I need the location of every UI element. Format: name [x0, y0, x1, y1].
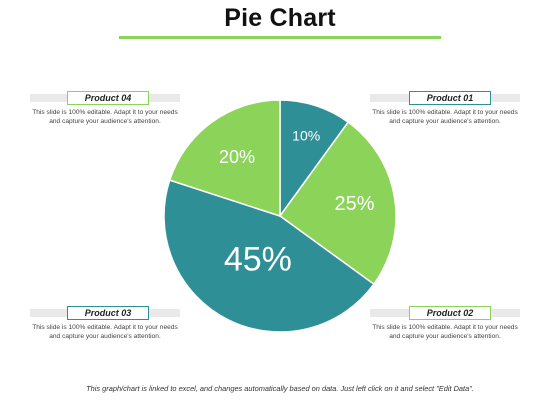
pie-slice-label-4: 20% — [219, 147, 255, 167]
product-01-bar: Product 01 — [370, 91, 520, 105]
product-03-label: Product 03 — [67, 306, 149, 320]
product-01-callout: Product 01 This slide is 100% editable. … — [370, 91, 520, 126]
product-03-bar: Product 03 — [30, 306, 180, 320]
product-02-description: This slide is 100% editable. Adapt it to… — [372, 324, 518, 340]
pie-slice-label-3: 45% — [224, 240, 292, 278]
product-04-label: Product 04 — [67, 91, 149, 105]
title-underline — [119, 36, 441, 39]
pie-slice-3 — [163, 179, 375, 333]
pie-slice-4 — [168, 99, 281, 218]
pie-slice-1 — [279, 99, 350, 219]
page-title: Pie Chart — [224, 4, 336, 32]
product-02-callout: Product 02 This slide is 100% editable. … — [370, 306, 520, 341]
pie-slice-2 — [278, 121, 397, 286]
product-01-label: Product 01 — [409, 91, 491, 105]
product-01-description: This slide is 100% editable. Adapt it to… — [372, 109, 518, 125]
pie-slice-label-1: 10% — [292, 128, 320, 144]
pie-slice-label-2: 25% — [334, 193, 374, 215]
footer-note: This graph/chart is linked to excel, and… — [86, 384, 474, 393]
product-02-label: Product 02 — [409, 306, 491, 320]
product-02-bar: Product 02 — [370, 306, 520, 320]
product-03-callout: Product 03 This slide is 100% editable. … — [30, 306, 180, 341]
product-04-callout: Product 04 This slide is 100% editable. … — [30, 91, 180, 126]
product-03-description: This slide is 100% editable. Adapt it to… — [32, 324, 178, 340]
product-04-bar: Product 04 — [30, 91, 180, 105]
product-04-description: This slide is 100% editable. Adapt it to… — [32, 109, 178, 125]
